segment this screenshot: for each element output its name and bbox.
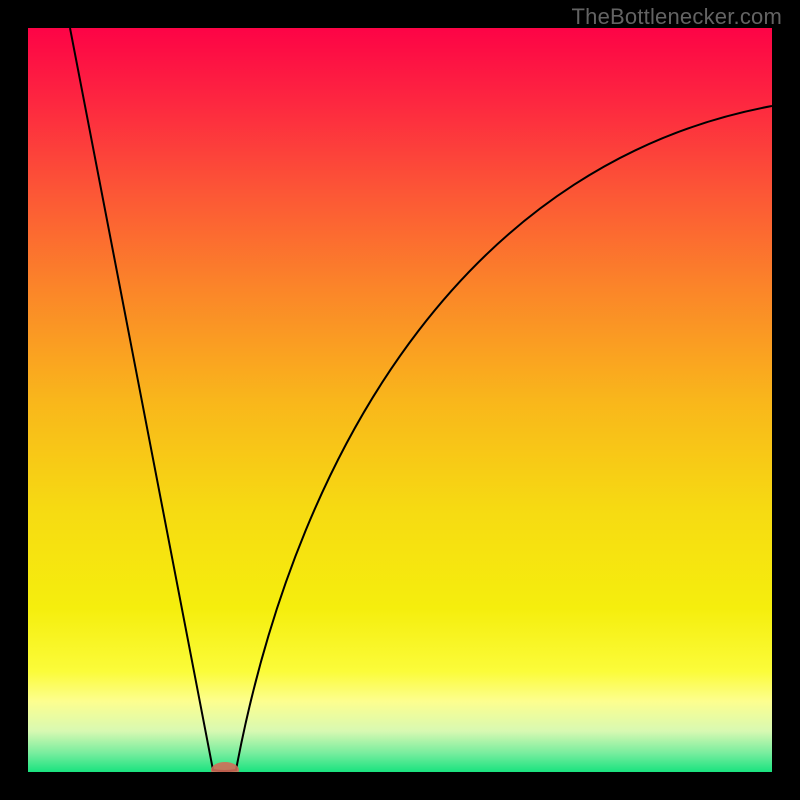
watermark-text: TheBottlenecker.com xyxy=(572,4,782,30)
chart-container: TheBottlenecker.com xyxy=(0,0,800,800)
bottleneck-chart xyxy=(0,0,800,800)
